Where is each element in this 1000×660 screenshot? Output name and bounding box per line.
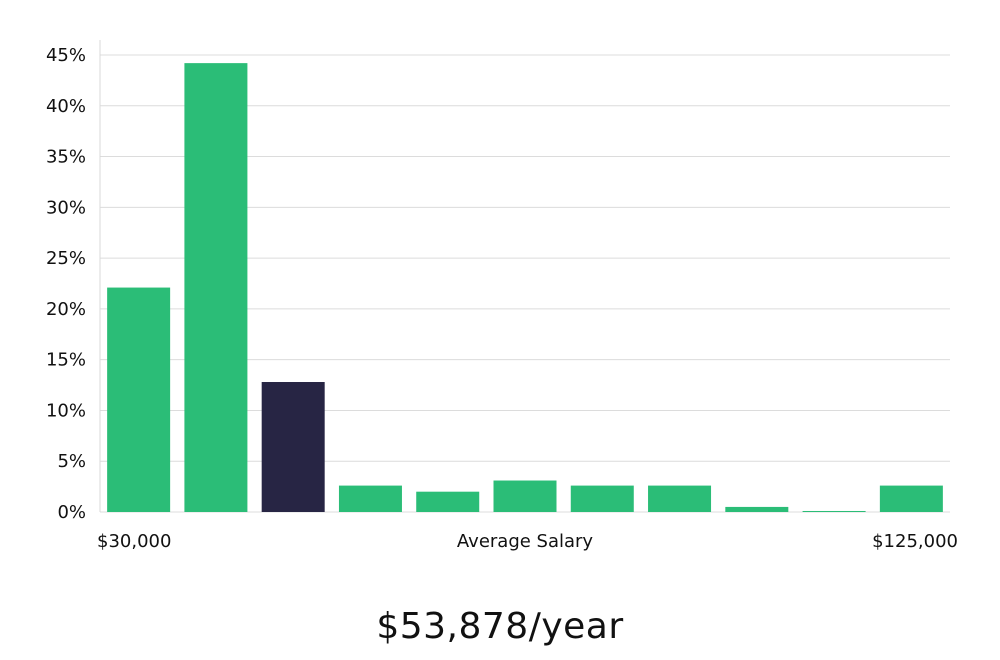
x-max-label: $125,000 [872, 531, 958, 552]
bar [879, 485, 943, 512]
salary-distribution-chart: 0% 5% 10% 15% 20% 25% 30% 35% 40% 45% $30,000 Ave… [46, 40, 958, 552]
y-tick-label: 40% [46, 96, 86, 117]
bar [802, 510, 866, 512]
y-tick-label: 35% [46, 147, 86, 168]
bars [107, 63, 943, 512]
y-tick-label: 0% [57, 502, 86, 523]
bar [648, 485, 712, 512]
y-tick-label: 15% [46, 350, 86, 371]
bar [184, 63, 248, 512]
bar [416, 491, 480, 512]
y-tick-label: 45% [46, 45, 86, 66]
bar [107, 287, 171, 512]
bar [570, 485, 634, 512]
y-tick-label: 25% [46, 248, 86, 269]
x-min-label: $30,000 [97, 531, 171, 552]
y-tick-label: 20% [46, 299, 86, 320]
x-axis-title: Average Salary [457, 531, 594, 552]
bar [493, 480, 557, 512]
y-tick-label: 30% [46, 197, 86, 218]
bar [338, 485, 402, 512]
average-salary-value: $53,878/year [376, 606, 624, 647]
bar-highlighted [261, 382, 325, 512]
y-tick-label: 5% [57, 451, 86, 472]
y-tick-label: 10% [46, 400, 86, 421]
bar [725, 506, 789, 512]
y-axis-ticks: 0% 5% 10% 15% 20% 25% 30% 35% 40% 45% [46, 45, 86, 523]
